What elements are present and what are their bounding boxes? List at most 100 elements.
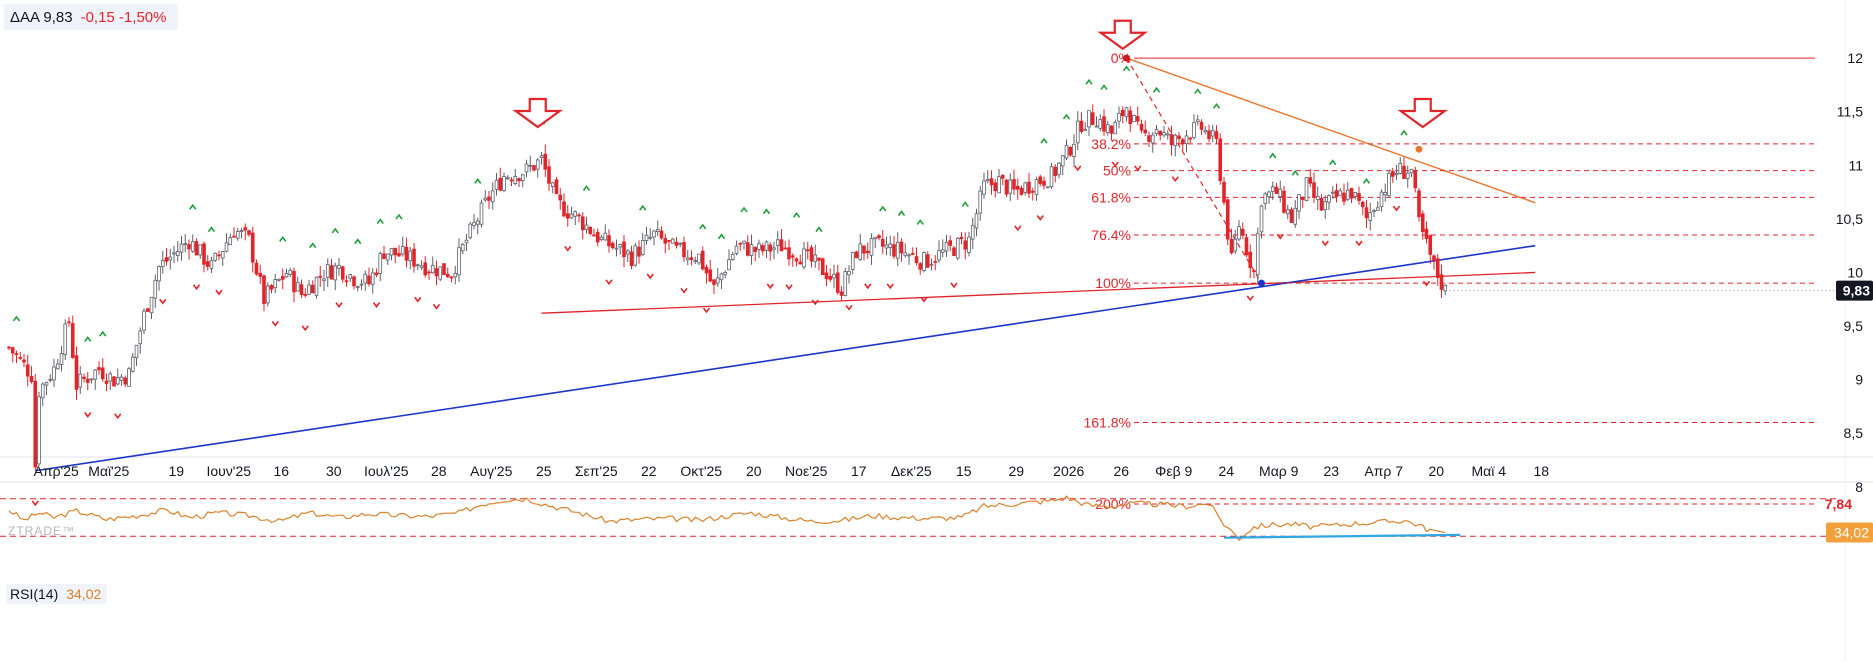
candle	[1023, 181, 1028, 196]
candle	[340, 265, 345, 283]
candle-body	[652, 230, 656, 238]
candle-body	[802, 248, 806, 268]
candle-body	[910, 253, 915, 256]
candle-body	[1368, 212, 1373, 221]
candle	[1345, 181, 1350, 201]
candle	[595, 228, 600, 247]
candle-body	[1079, 120, 1084, 132]
candle-body	[344, 280, 349, 283]
candle	[333, 262, 338, 291]
candle	[397, 245, 401, 257]
candle	[914, 247, 919, 266]
swing-high-marker	[1085, 78, 1093, 85]
candle-body	[397, 253, 401, 257]
price-tick-label: 10	[1847, 264, 1863, 280]
candle	[33, 374, 38, 470]
candle	[1180, 137, 1185, 151]
candle-body	[562, 201, 566, 217]
candle	[850, 251, 855, 275]
candle-body	[862, 245, 866, 254]
rsi-legend[interactable]: RSI(14) 34,02	[6, 584, 108, 604]
candle-body	[1233, 238, 1238, 252]
candle-body	[1443, 284, 1448, 292]
candle	[655, 220, 660, 237]
candle	[670, 237, 675, 244]
candle-body	[318, 275, 323, 278]
candle	[1394, 164, 1399, 180]
swing-high-marker	[1122, 65, 1131, 72]
candle-body	[157, 266, 161, 282]
candle-body	[854, 251, 859, 259]
candle-body	[697, 253, 701, 264]
candle	[993, 179, 998, 198]
candle	[239, 227, 244, 239]
candle-body	[14, 353, 19, 356]
candle	[918, 262, 923, 275]
candle-body	[55, 363, 60, 370]
candle	[637, 240, 641, 264]
candle-body	[1237, 226, 1241, 240]
swing-high-marker	[189, 203, 197, 210]
candle	[59, 346, 64, 372]
time-axis: Απρ'25 Μαϊ'25 19 Ιουν'25 16 30 Ιουλ'25 28 Αυγ'25…	[34, 463, 1550, 479]
candle	[1150, 132, 1155, 153]
candle-body	[693, 260, 698, 263]
swing-low-marker	[564, 245, 572, 252]
candle	[74, 346, 79, 400]
candle	[1278, 180, 1283, 203]
candle-body	[160, 260, 165, 267]
candle	[453, 265, 458, 285]
candle	[423, 256, 428, 278]
candle	[1255, 227, 1260, 284]
symbol-header[interactable]: ΔΑΑ 9,83 -0,15 -1,50%	[4, 4, 179, 30]
candle-body	[1420, 213, 1425, 232]
candle-body	[1184, 135, 1189, 145]
candle	[1079, 112, 1084, 134]
candle-body	[494, 179, 499, 190]
candle-body	[1308, 177, 1313, 184]
candle	[209, 257, 214, 273]
candle	[862, 245, 866, 261]
candle-body	[145, 308, 150, 312]
candle	[408, 246, 413, 270]
candle	[839, 286, 844, 302]
candle-body	[112, 376, 116, 387]
annotations-front: 0% 38.2% 50% 61.8% 76.4% 100% 161.8% 200%	[512, 19, 1449, 512]
candle-body	[742, 240, 746, 244]
candle	[404, 237, 409, 268]
candle-body	[944, 241, 949, 252]
candle-body	[1417, 190, 1421, 218]
candle	[318, 265, 323, 287]
candle-body	[727, 259, 731, 271]
swing-low-marker	[1422, 280, 1431, 287]
candle-body	[423, 262, 428, 276]
candle-body	[1015, 185, 1020, 190]
candle-body	[1150, 134, 1155, 144]
time-tick-label: Φεβ 9	[1155, 463, 1192, 479]
swing-high-marker	[792, 211, 801, 218]
candle	[633, 242, 638, 267]
candle	[618, 243, 623, 255]
candle-body	[85, 378, 90, 383]
candle	[172, 246, 176, 263]
candle-body	[1394, 172, 1399, 176]
swing-low-marker	[372, 302, 381, 308]
rsi-name: RSI(14)	[10, 586, 59, 602]
swing-high-marker	[474, 178, 482, 184]
candle	[535, 157, 540, 178]
candle-body	[948, 240, 953, 246]
candle-body	[978, 190, 983, 214]
candle	[175, 241, 180, 262]
candle	[700, 246, 705, 271]
candle-body	[1285, 209, 1290, 215]
candle	[768, 242, 773, 261]
candle	[543, 144, 548, 177]
candle	[1000, 174, 1005, 186]
candle	[329, 259, 334, 280]
candle-body	[149, 296, 154, 314]
candle-body	[33, 380, 38, 468]
candle-body	[903, 252, 908, 256]
candle-body	[134, 344, 139, 359]
candle-body	[314, 276, 319, 296]
